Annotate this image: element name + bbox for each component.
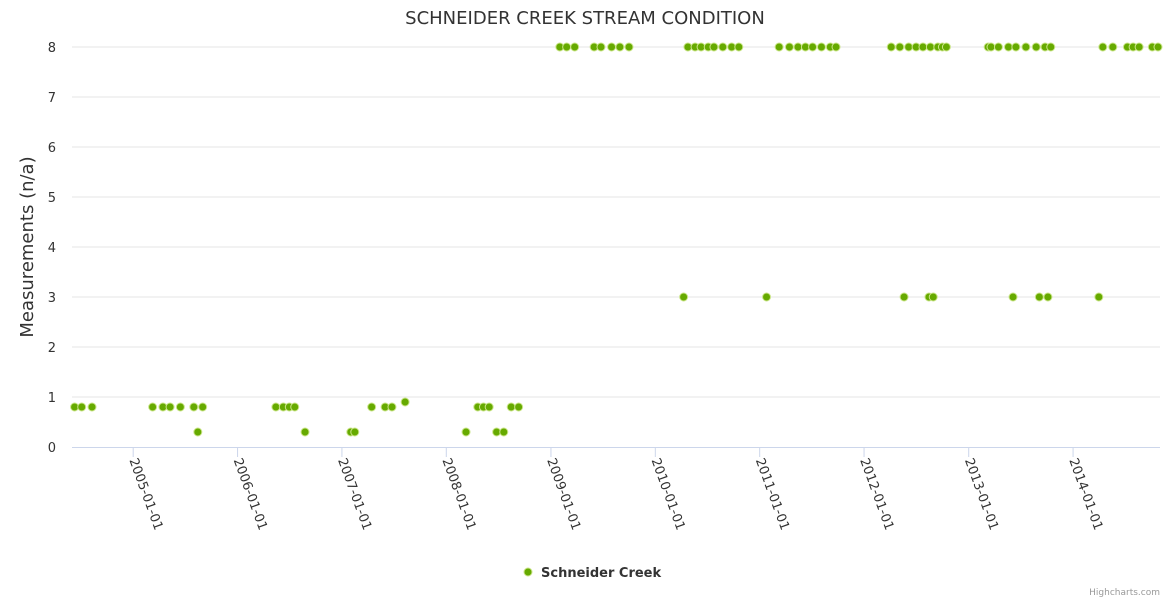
data-point[interactable] [899,292,909,302]
data-point[interactable] [300,427,310,437]
data-point[interactable] [734,42,744,52]
data-point[interactable] [175,402,185,412]
data-point[interactable] [189,402,199,412]
data-point[interactable] [1008,292,1018,302]
y-axis-title: Measurements (n/a) [17,156,38,337]
data-point[interactable] [514,402,524,412]
y-tick-label: 1 [48,391,56,406]
data-point[interactable] [290,402,300,412]
data-point[interactable] [784,42,794,52]
data-point[interactable] [808,42,818,52]
data-point[interactable] [193,427,203,437]
data-point[interactable] [1011,42,1021,52]
chart-title: SCHNEIDER CREEK STREAM CONDITION [405,8,765,29]
series-schneider-creek[interactable] [70,42,1163,437]
data-point[interactable] [1098,42,1108,52]
data-point[interactable] [709,42,719,52]
data-point[interactable] [506,402,516,412]
data-point[interactable] [1134,42,1144,52]
data-point[interactable] [718,42,728,52]
y-axis-tick-labels: 0 1 2 3 4 5 6 7 8 [48,41,56,456]
legend-marker [523,567,533,577]
data-point[interactable] [941,42,951,52]
data-point[interactable] [925,42,935,52]
data-point[interactable] [1021,42,1031,52]
y-gridlines [72,46,1160,398]
data-point[interactable] [499,427,509,437]
y-tick-label: 5 [48,191,56,206]
data-point[interactable] [1003,42,1013,52]
data-point[interactable] [570,42,580,52]
data-point[interactable] [148,402,158,412]
data-point[interactable] [918,42,928,52]
data-point[interactable] [271,402,281,412]
data-point[interactable] [793,42,803,52]
data-point[interactable] [607,42,617,52]
y-tick-label: 0 [48,441,56,456]
data-point[interactable] [77,402,87,412]
data-point[interactable] [993,42,1003,52]
data-point[interactable] [562,42,572,52]
data-point[interactable] [1034,292,1044,302]
data-point[interactable] [928,292,938,302]
y-tick-label: 6 [48,141,56,156]
data-point[interactable] [1108,42,1118,52]
data-point[interactable] [198,402,208,412]
data-point[interactable] [615,42,625,52]
data-point[interactable] [895,42,905,52]
data-point[interactable] [165,402,175,412]
legend[interactable]: Schneider Creek [523,566,661,581]
data-point[interactable] [816,42,826,52]
data-point[interactable] [387,402,397,412]
y-tick-label: 7 [48,91,56,106]
data-point[interactable] [1153,42,1163,52]
y-tick-label: 8 [48,41,56,56]
data-point[interactable] [774,42,784,52]
data-point[interactable] [904,42,914,52]
data-point[interactable] [831,42,841,52]
data-point[interactable] [1046,42,1056,52]
data-point[interactable] [624,42,634,52]
credits-link[interactable]: Highcharts.com [1089,588,1160,598]
data-point[interactable] [1043,292,1053,302]
data-point[interactable] [1094,292,1104,302]
data-point[interactable] [367,402,377,412]
y-tick-label: 2 [48,341,56,356]
data-point[interactable] [596,42,606,52]
data-point[interactable] [350,427,360,437]
y-tick-label: 3 [48,291,56,306]
y-tick-label: 4 [48,241,56,256]
data-point[interactable] [886,42,896,52]
data-point[interactable] [762,292,772,302]
data-point[interactable] [484,402,494,412]
data-point[interactable] [986,42,996,52]
legend-item-schneider-creek[interactable]: Schneider Creek [541,566,661,581]
data-point[interactable] [1031,42,1041,52]
data-point[interactable] [400,397,410,407]
data-point[interactable] [679,292,689,302]
data-point[interactable] [461,427,471,437]
data-point[interactable] [87,402,97,412]
